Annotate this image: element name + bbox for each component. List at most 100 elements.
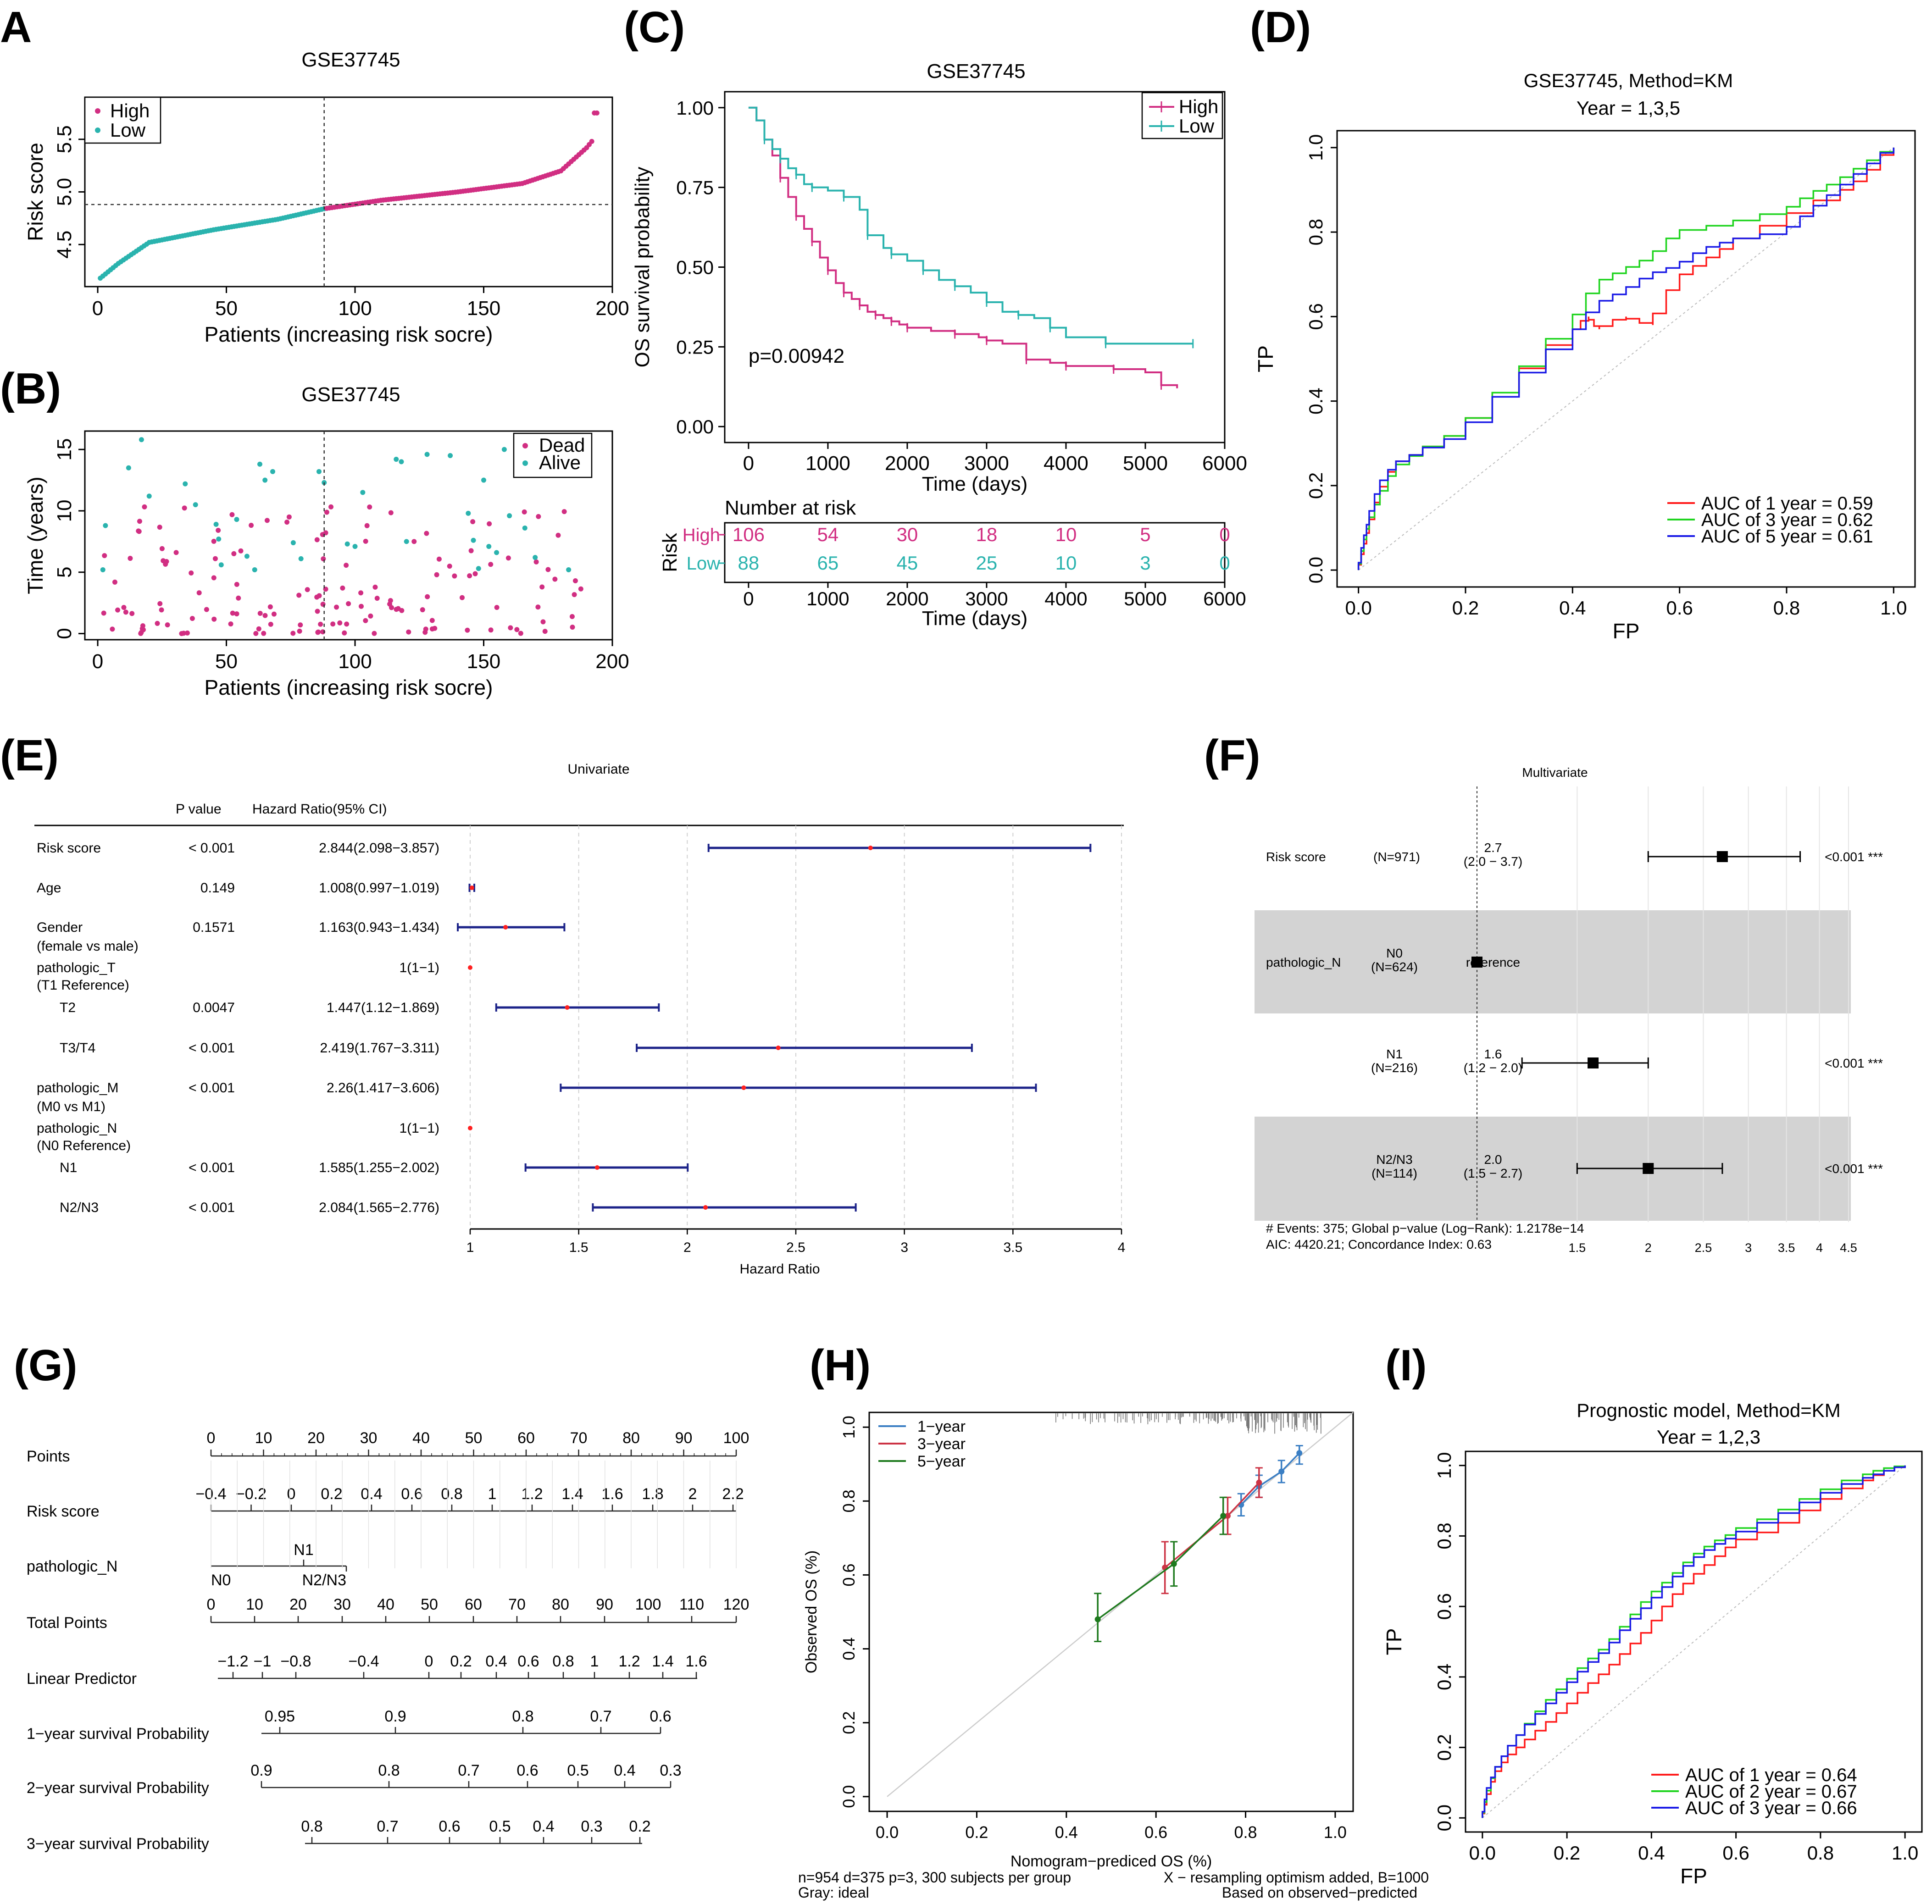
risk-table-high-label: High <box>683 525 720 545</box>
forest-hr-point <box>703 1205 708 1210</box>
dead-point <box>578 586 583 592</box>
risk-count-high: 5 <box>1140 524 1150 545</box>
nomogram-tick-label: 120 <box>723 1596 749 1613</box>
risk-table-xtick-label: 2000 <box>886 588 928 609</box>
dead-point <box>342 630 347 636</box>
forest-f-footer-2: AIC: 4420.21; Concordance Index: 0.63 <box>1266 1237 1492 1251</box>
forest-f-n: (N=624) <box>1371 960 1418 974</box>
panel-i-subtitle: Year = 1,2,3 <box>1657 1426 1760 1448</box>
nomogram-tick-label: 80 <box>552 1596 569 1613</box>
panel-b-title: GSE37745 <box>301 383 400 406</box>
nomogram-tick-label: 0.5 <box>489 1818 511 1835</box>
nomogram-row-label: Points <box>27 1448 70 1465</box>
dead-point <box>137 519 142 524</box>
dead-point <box>359 603 364 609</box>
forest-hr-point <box>468 965 472 970</box>
nomogram-tick-label: −1.2 <box>217 1653 248 1670</box>
alive-point <box>394 457 399 462</box>
nomogram-tick-label: 0 <box>425 1653 433 1670</box>
panel-c-xtick-label: 1000 <box>805 452 850 475</box>
nomogram-tick-label: 90 <box>675 1429 693 1447</box>
panel-b-ytick-label: 10 <box>53 499 76 522</box>
dead-point <box>140 623 145 629</box>
panel-h-calibration-plot: 0.0 0.2 0.4 0.6 0.8 1.0 0.0 0.2 0.4 0.6 0.8 1.0 Nomo… <box>798 1411 1429 1901</box>
panel-c-ytick-label: 0.25 <box>676 336 714 358</box>
legend-high-marker <box>95 108 100 114</box>
panel-b-ytick-label: 15 <box>53 438 76 461</box>
forest-hr-point <box>503 925 508 930</box>
nomogram-tick-label: 0.6 <box>401 1485 422 1503</box>
nomogram-tick-label: 0 <box>207 1596 216 1613</box>
alive-point <box>183 481 188 487</box>
dead-point <box>230 610 235 616</box>
panel-i-ytick-label: 0.4 <box>1433 1664 1455 1690</box>
roc-curve-3 <box>1482 1465 1906 1818</box>
roc-curve-3 <box>1357 147 1895 570</box>
panel-d-frame <box>1336 130 1916 588</box>
forest-row-sublabel: (T1 Reference) <box>37 978 129 993</box>
panel-f-xtick-label: 3.5 <box>1778 1241 1795 1255</box>
risk-table-xtick-label: 4000 <box>1044 588 1087 609</box>
dead-point <box>337 620 343 625</box>
panel-h-xlabel: Nomogram−prediced OS (%) <box>1010 1853 1212 1870</box>
panel-f-xtick-label: 1.5 <box>1569 1241 1586 1255</box>
alive-point <box>193 502 198 508</box>
dead-point <box>388 598 393 603</box>
risk-table-xtick-label: 6000 <box>1203 588 1246 609</box>
nomogram-tick-label: 0.8 <box>441 1485 462 1503</box>
dead-point <box>545 567 551 572</box>
dead-point <box>249 523 254 528</box>
nomogram-tick-label: 50 <box>465 1429 483 1447</box>
dead-point <box>536 514 541 519</box>
dead-point <box>358 590 364 596</box>
panel-h-footer-right-1: X − resampling optimism added, B=1000 <box>1164 1869 1429 1886</box>
panel-d-xtick-label: 0.8 <box>1773 597 1800 619</box>
alive-point <box>234 517 239 522</box>
alive-point <box>466 510 471 516</box>
calibration-point <box>1296 1450 1303 1456</box>
alive-point <box>476 566 481 571</box>
panel-e-xlabel: Hazard Ratio <box>739 1262 820 1277</box>
panel-d-ylabel: TP <box>1254 345 1277 372</box>
forest-f-pvalue: <0.001 *** <box>1825 1056 1883 1070</box>
dead-point <box>234 581 239 587</box>
roc-legend-label: AUC of 3 year = 0.66 <box>1685 1798 1857 1818</box>
risk-count-low: 88 <box>738 552 760 574</box>
dead-point <box>182 505 187 511</box>
panel-a-ylabel: Risk score <box>23 143 47 241</box>
panel-b-xtick-label: 50 <box>215 650 238 673</box>
legend-dead-marker <box>522 443 528 448</box>
alive-point <box>270 469 276 474</box>
panel-c-ytick-label: 0.75 <box>676 177 714 199</box>
dead-point <box>229 512 235 517</box>
col-header-hr: Hazard Ratio(95% CI) <box>252 802 387 817</box>
dead-point <box>184 630 190 636</box>
dead-point <box>488 562 494 567</box>
risk-count-high: 106 <box>733 524 765 545</box>
dead-point <box>253 631 259 636</box>
risk-score-point <box>594 110 600 116</box>
risk-count-high: 18 <box>976 524 998 545</box>
nomogram-tick-label: 0.3 <box>660 1762 681 1779</box>
panel-b-xtick-label: 100 <box>338 650 372 673</box>
nomogram-tick-label: N2/N3 <box>302 1572 346 1589</box>
risk-count-low: 25 <box>976 552 998 574</box>
panel-a-xtick-label: 200 <box>595 297 629 320</box>
panel-f-xtick-label: 2.5 <box>1695 1241 1712 1255</box>
dead-point <box>159 546 165 551</box>
calibration-point <box>1220 1513 1227 1519</box>
forest-f-level: N0 <box>1386 946 1403 960</box>
dead-point <box>334 604 339 610</box>
risk-table-low-label: Low <box>687 553 720 574</box>
panel-d-ytick-label: 0.2 <box>1305 472 1327 499</box>
alive-point <box>344 541 350 547</box>
nomogram-tick-label: 1 <box>488 1485 497 1503</box>
panel-b-xtick-label: 200 <box>595 650 629 673</box>
panel-d-ytick-label: 0.6 <box>1305 303 1327 330</box>
forest-f-level: N1 <box>1386 1047 1403 1061</box>
nomogram-tick-label: 0.2 <box>321 1485 342 1503</box>
panel-e-xtick-label: 3.5 <box>1003 1240 1022 1255</box>
panel-a-xtick-label: 50 <box>215 297 238 320</box>
panel-h-ytick-label: 1.0 <box>839 1416 858 1439</box>
panel-c-ytick-label: 0.50 <box>676 257 714 278</box>
